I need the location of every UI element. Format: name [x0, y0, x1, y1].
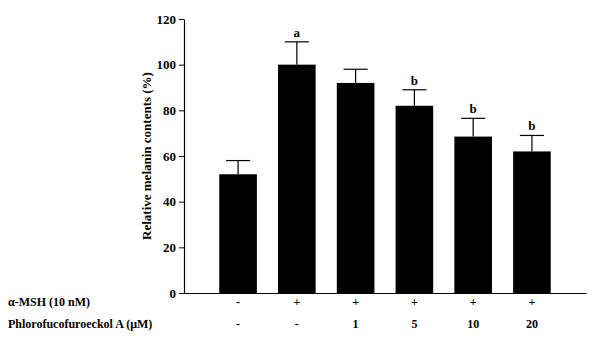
- error-bar: [285, 42, 309, 65]
- plot-area: [219, 42, 550, 293]
- bar: [396, 106, 434, 293]
- y-tick-label: 120: [157, 12, 177, 27]
- row-value: 5: [411, 317, 417, 331]
- y-tick: 0: [170, 286, 185, 301]
- y-tick-label: 0: [170, 286, 177, 301]
- chart: 020406080100120Relative melanin contents…: [0, 0, 598, 340]
- row-label: Phlorofucofuroeckol A (μM): [8, 317, 152, 331]
- annotation: b: [528, 118, 535, 133]
- bar: [337, 83, 375, 293]
- y-tick-label: 40: [163, 194, 176, 209]
- y-tick-mark: [179, 110, 184, 111]
- row-value: -: [295, 317, 299, 331]
- error-bar-stem: [355, 69, 356, 83]
- row-value: +: [411, 295, 418, 309]
- y-tick-mark: [179, 65, 184, 66]
- y-tick-label: 100: [157, 57, 177, 72]
- row-value: -: [236, 295, 240, 309]
- bar: [454, 137, 492, 293]
- y-tick: 60: [163, 149, 184, 164]
- row-value: 10: [467, 317, 479, 331]
- annotation: b: [411, 73, 418, 88]
- row-value: +: [470, 295, 477, 309]
- annotation: a: [294, 25, 301, 40]
- y-tick-mark: [179, 19, 184, 20]
- y-axis-line: [184, 20, 185, 294]
- error-bar-cap: [402, 89, 426, 90]
- y-tick-mark: [179, 202, 184, 203]
- x-axis: [185, 293, 587, 294]
- y-axis: 0 20 40 60 80 100 120: [157, 12, 185, 301]
- y-tick-label: 20: [163, 240, 176, 255]
- annotation: b: [470, 101, 477, 116]
- y-tick: 100: [157, 57, 185, 72]
- y-tick: 20: [163, 240, 184, 255]
- error-bar-stem: [473, 118, 474, 136]
- row-value: +: [352, 295, 359, 309]
- row-value: -: [236, 317, 240, 331]
- error-bar-cap: [344, 69, 368, 70]
- y-tick-mark: [179, 247, 184, 248]
- y-tick-mark: [179, 156, 184, 157]
- error-bar: [344, 69, 368, 83]
- y-tick-label: 60: [163, 149, 176, 164]
- row-value: 20: [526, 317, 538, 331]
- error-bar-stem: [414, 90, 415, 106]
- x-axis-line: [185, 293, 587, 294]
- error-bar: [520, 135, 544, 151]
- error-bar: [461, 118, 485, 136]
- bar: [278, 65, 316, 293]
- error-bar: [226, 161, 250, 175]
- row-value: 1: [353, 317, 359, 331]
- bar: [513, 151, 551, 293]
- row-value: +: [293, 295, 300, 309]
- error-bar-cap: [226, 160, 250, 161]
- y-tick: 40: [163, 194, 184, 209]
- error-bar-cap: [461, 118, 485, 119]
- row-value: +: [529, 295, 536, 309]
- error-bar-stem: [296, 42, 297, 65]
- y-tick-mark: [179, 293, 184, 294]
- row-label: α-MSH (10 nM): [8, 295, 90, 309]
- y-tick: 120: [157, 12, 185, 27]
- y-axis-title: Relative melanin contents (%): [139, 72, 154, 240]
- error-bar-stem: [531, 135, 532, 151]
- bar: [219, 174, 257, 293]
- error-bar-cap: [520, 135, 544, 136]
- error-bar-stem: [237, 161, 238, 175]
- error-bar-cap: [285, 41, 309, 42]
- y-tick-label: 80: [163, 103, 176, 118]
- y-tick: 80: [163, 103, 184, 118]
- error-bar: [402, 90, 426, 106]
